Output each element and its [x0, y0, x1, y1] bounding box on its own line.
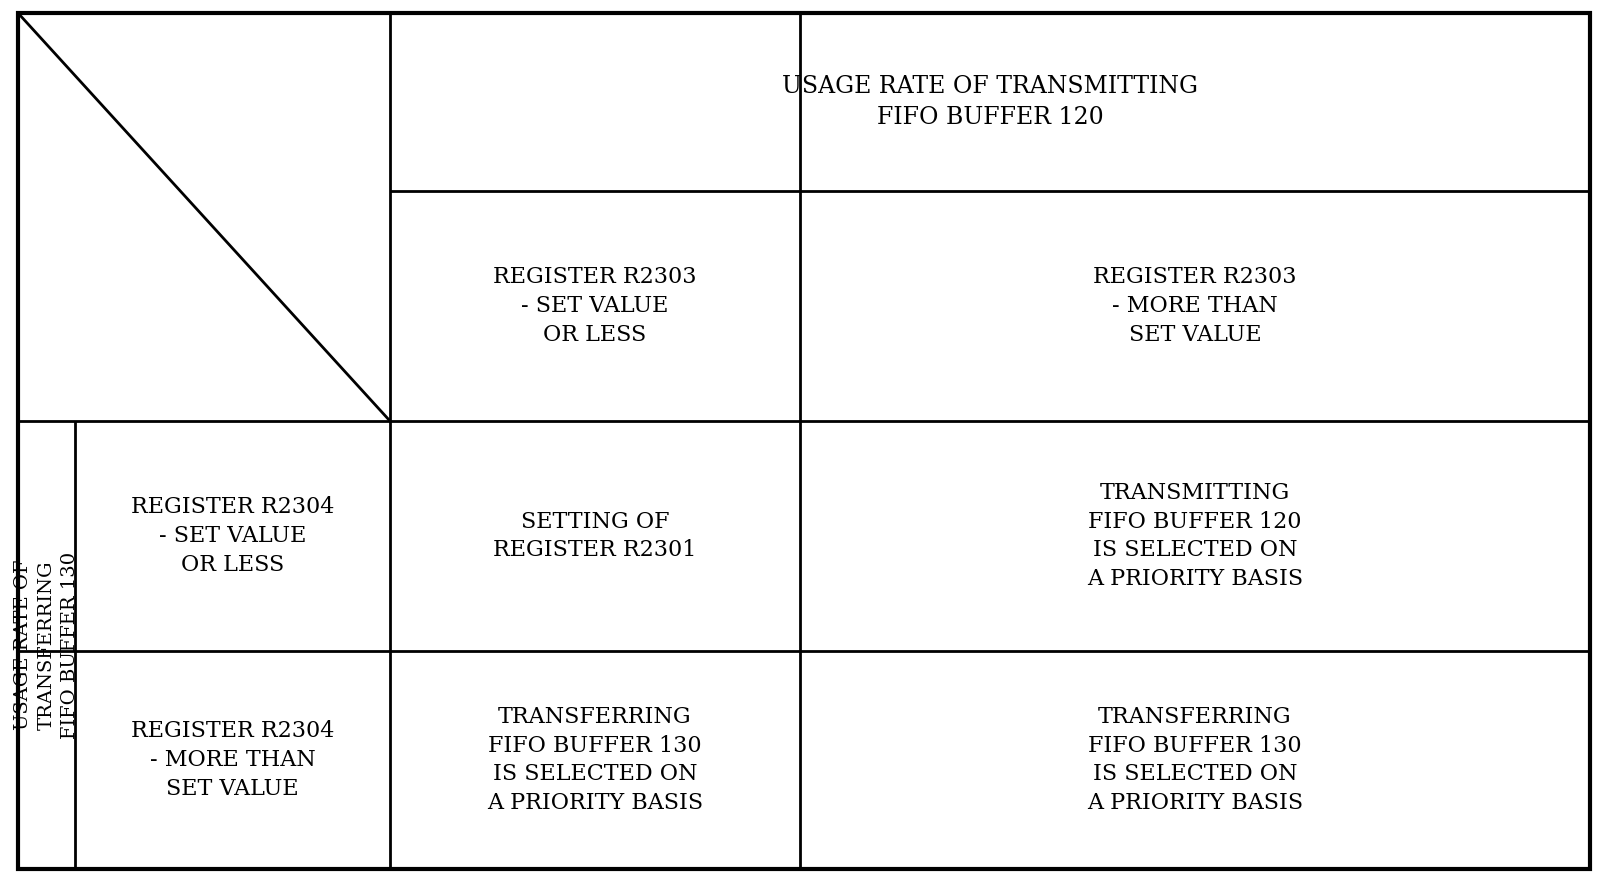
- Text: SETTING OF
REGISTER R2301: SETTING OF REGISTER R2301: [493, 511, 696, 561]
- Text: TRANSFERRING
FIFO BUFFER 130
IS SELECTED ON
A PRIORITY BASIS: TRANSFERRING FIFO BUFFER 130 IS SELECTED…: [487, 706, 702, 814]
- Text: REGISTER R2303
- SET VALUE
OR LESS: REGISTER R2303 - SET VALUE OR LESS: [493, 266, 696, 346]
- Text: REGISTER R2303
- MORE THAN
SET VALUE: REGISTER R2303 - MORE THAN SET VALUE: [1093, 266, 1295, 346]
- Text: TRANSMITTING
FIFO BUFFER 120
IS SELECTED ON
A PRIORITY BASIS: TRANSMITTING FIFO BUFFER 120 IS SELECTED…: [1086, 482, 1302, 590]
- Text: REGISTER R2304
- SET VALUE
OR LESS: REGISTER R2304 - SET VALUE OR LESS: [130, 496, 334, 576]
- Text: USAGE RATE OF
TRANSFERRING
FIFO BUFFER 130: USAGE RATE OF TRANSFERRING FIFO BUFFER 1…: [14, 552, 79, 738]
- Text: USAGE RATE OF TRANSMITTING
FIFO BUFFER 120: USAGE RATE OF TRANSMITTING FIFO BUFFER 1…: [781, 76, 1197, 129]
- Text: TRANSFERRING
FIFO BUFFER 130
IS SELECTED ON
A PRIORITY BASIS: TRANSFERRING FIFO BUFFER 130 IS SELECTED…: [1086, 706, 1302, 814]
- Text: REGISTER R2304
- MORE THAN
SET VALUE: REGISTER R2304 - MORE THAN SET VALUE: [130, 720, 334, 800]
